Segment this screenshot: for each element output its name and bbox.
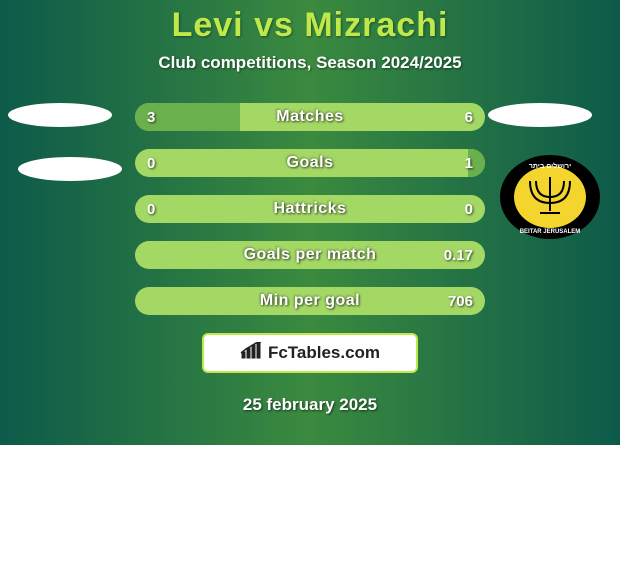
stat-value-left: 3: [147, 103, 155, 131]
stat-value-right: 0.17: [444, 241, 473, 269]
stat-label: Hattricks: [135, 195, 485, 223]
stat-value-right: 706: [448, 287, 473, 315]
side-ellipse: [8, 103, 112, 127]
club-crest: ירושלים ביתר BEITAR JERUSALEM: [500, 155, 600, 239]
vs-label: vs: [254, 6, 294, 44]
brand-chart-icon: [240, 342, 262, 365]
stat-value-left: 0: [147, 195, 155, 223]
stat-row: Goals0 1: [135, 149, 485, 177]
player-right-name: Mizrachi: [304, 6, 448, 44]
stat-row: Hattricks0 0: [135, 195, 485, 223]
brand-text: FcTables.com: [268, 343, 380, 363]
player-left-name: Levi: [172, 6, 244, 44]
stat-label: Min per goal: [135, 287, 485, 315]
stat-value-right: 0: [465, 195, 473, 223]
side-ellipse: [488, 103, 592, 127]
stat-bars: Matches36Goals01Hattricks00Goals per mat…: [135, 103, 485, 315]
date-line: 25 february 2025: [0, 395, 620, 415]
stat-row: Matches3 6: [135, 103, 485, 131]
stat-label: Goals: [135, 149, 485, 177]
page-title: Levi vs Mizrachi: [0, 6, 620, 45]
comparison-chart: ירושלים ביתר BEITAR JERUSALEM Matches3 6 G…: [0, 103, 620, 315]
svg-text:BEITAR JERUSALEM: BEITAR JERUSALEM: [520, 229, 581, 235]
stat-label: Goals per match: [135, 241, 485, 269]
stat-value-right: 6: [465, 103, 473, 131]
stat-value-left: 0: [147, 149, 155, 177]
stat-label: Matches: [135, 103, 485, 131]
svg-text:ירושלים ביתר: ירושלים ביתר: [529, 162, 571, 170]
stat-row: Goals per match0.17: [135, 241, 485, 269]
stat-row: Min per goal706: [135, 287, 485, 315]
stat-value-right: 1: [465, 149, 473, 177]
subtitle: Club competitions, Season 2024/2025: [0, 53, 620, 73]
brand-box: FcTables.com: [202, 333, 418, 373]
side-ellipse: [18, 157, 122, 181]
